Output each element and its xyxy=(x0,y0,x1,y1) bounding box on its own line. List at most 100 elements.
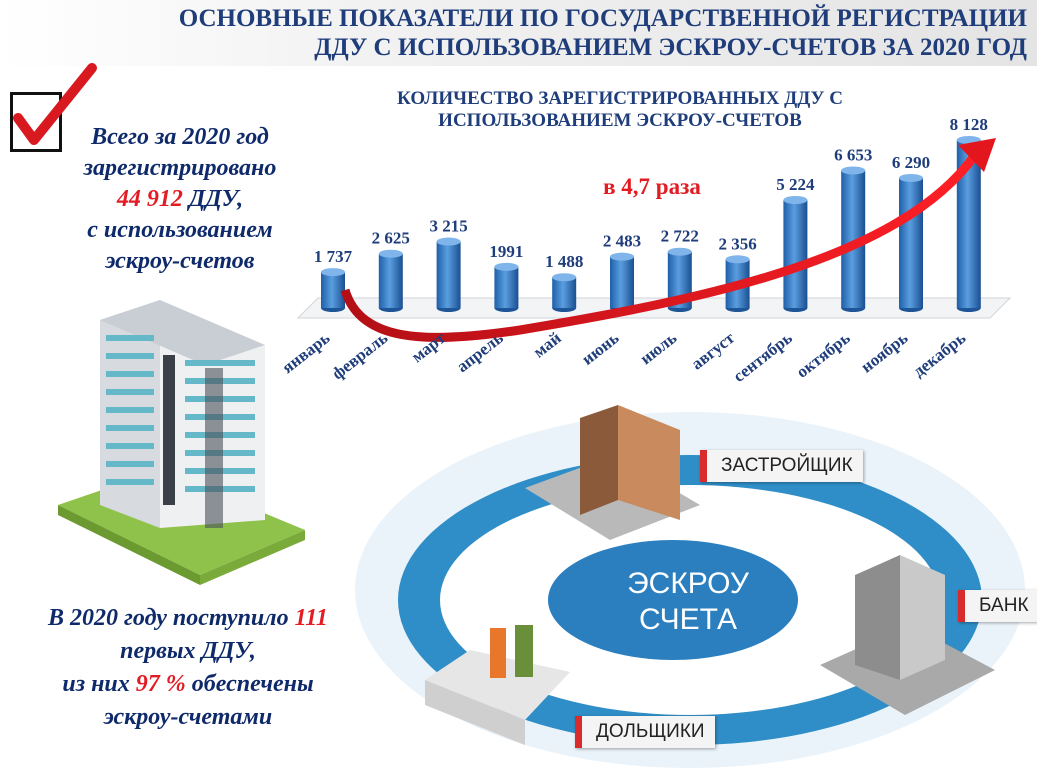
bar-top xyxy=(610,252,634,261)
total-count: 44 912 xyxy=(116,186,183,212)
first-ddu-summary: В 2020 году поступило 111 первых ДДУ, из… xyxy=(8,602,368,734)
value-label-1: 1 737 xyxy=(314,247,353,266)
bar-7 xyxy=(667,247,692,312)
bar-bottom xyxy=(321,304,345,312)
bar-bottom xyxy=(899,304,923,312)
bar-bottom xyxy=(956,304,981,312)
bar-bottom xyxy=(436,304,461,312)
bar-body xyxy=(321,272,345,308)
bar-5 xyxy=(552,273,577,312)
bar-bottom xyxy=(610,304,634,312)
category-label-12: декабрь xyxy=(909,328,969,381)
bar-bottom xyxy=(552,304,577,312)
bar-body xyxy=(610,256,634,308)
bar-top xyxy=(436,237,461,246)
bar-top xyxy=(321,268,345,277)
bar-2 xyxy=(378,249,403,312)
total-line5: эскроу-счетов xyxy=(105,248,255,274)
first-ddu-part5: эскроу-счетами xyxy=(103,704,273,730)
value-label-7: 2 722 xyxy=(661,227,699,246)
person-man xyxy=(515,625,533,677)
value-label-11: 6 290 xyxy=(892,153,930,172)
category-label-2: февраль xyxy=(328,328,391,383)
category-label-1: январь xyxy=(278,328,333,377)
category-label-8: август xyxy=(688,328,739,374)
sofa-front xyxy=(425,680,525,745)
bar-body xyxy=(899,177,923,308)
bar-top xyxy=(899,173,923,182)
value-label-3: 3 215 xyxy=(429,217,467,236)
title-band xyxy=(0,0,1037,66)
first-ddu-part2: первых ДДУ, xyxy=(120,638,256,664)
bar-top xyxy=(494,262,519,271)
bar-top xyxy=(783,195,808,204)
total-summary: Всего за 2020 год зарегистрировано 44 91… xyxy=(55,122,305,277)
bar-body xyxy=(552,277,577,308)
bar-bottom xyxy=(841,304,866,312)
chart-title: КОЛИЧЕСТВО ЗАРЕГИСТРИРОВАННЫХ ДДУ С ИСПО… xyxy=(340,88,900,132)
person-woman xyxy=(490,628,506,678)
category-label-10: октябрь xyxy=(793,328,854,381)
first-ddu-part1: В 2020 году поступило xyxy=(48,605,295,631)
bank-label: БАНК xyxy=(958,590,1037,622)
first-ddu-part3: из них xyxy=(62,671,136,697)
category-label-3: март xyxy=(408,328,450,366)
bar-top xyxy=(956,135,981,144)
bar-8 xyxy=(725,255,750,312)
bar-9 xyxy=(783,195,808,312)
page-title-line2: ДДУ С ИСПОЛЬЗОВАНИЕМ ЭСКРОУ-СЧЕТОВ ЗА 20… xyxy=(314,34,1027,61)
page-title: ОСНОВНЫЕ ПОКАЗАТЕЛИ ПО ГОСУДАРСТВЕННОЙ Р… xyxy=(127,4,1027,62)
bar-6 xyxy=(610,252,634,312)
category-label-9: сентябрь xyxy=(729,328,795,386)
developer-ground xyxy=(525,455,700,540)
bank-ground xyxy=(820,625,995,715)
shareholders-label: ДОЛЬЩИКИ xyxy=(575,716,715,748)
developer-building xyxy=(580,405,618,515)
bar-top xyxy=(667,247,692,256)
bar-3 xyxy=(436,237,461,312)
bar-bottom xyxy=(725,304,750,312)
escrow-center-label: ЭСКРОУ СЧЕТА xyxy=(588,566,788,638)
growth-annotation: в 4,7 раза xyxy=(603,174,701,199)
bar-bottom xyxy=(378,304,403,312)
value-label-2: 2 625 xyxy=(372,229,410,248)
total-line1: Всего за 2020 год xyxy=(91,124,269,150)
growth-arrowhead xyxy=(958,138,996,172)
first-ddu-percent: 97 % xyxy=(135,671,186,697)
bar-10 xyxy=(841,166,866,312)
bar-4 xyxy=(494,262,519,312)
bar-top xyxy=(552,273,577,282)
bar-top xyxy=(725,255,750,264)
bar-body xyxy=(841,170,866,308)
value-label-6: 2 483 xyxy=(603,232,641,251)
bar-body xyxy=(783,199,808,308)
bar-bottom xyxy=(494,304,519,312)
developer-label: ЗАСТРОЙЩИК xyxy=(700,450,863,482)
category-label-5: май xyxy=(530,328,565,361)
bar-1 xyxy=(321,268,345,312)
bar-body xyxy=(956,139,981,308)
bar-body xyxy=(494,266,519,308)
value-label-5: 1 488 xyxy=(545,252,583,271)
first-ddu-count: 111 xyxy=(294,605,328,631)
bar-bottom xyxy=(667,304,692,312)
bank-building-side xyxy=(900,555,945,680)
bar-top xyxy=(378,249,403,258)
first-ddu-part4: обеспечены xyxy=(185,671,314,697)
escrow-center-line1: ЭСКРОУ xyxy=(627,567,749,600)
category-label-7: июль xyxy=(636,328,680,368)
value-label-8: 2 356 xyxy=(718,234,756,253)
bar-body xyxy=(378,253,403,308)
bar-body xyxy=(725,259,750,308)
bar-body xyxy=(436,241,461,308)
growth-arrow xyxy=(340,152,979,342)
escrow-center-line2: СЧЕТА xyxy=(638,603,737,636)
chart-floor xyxy=(296,297,1012,319)
sofa xyxy=(425,650,570,720)
chart-title-line2: ИСПОЛЬЗОВАНИЕМ ЭСКРОУ-СЧЕТОВ xyxy=(438,110,802,131)
bar-11 xyxy=(899,173,923,312)
bar-top xyxy=(841,166,866,175)
value-label-9: 5 224 xyxy=(776,175,815,194)
category-label-4: апрель xyxy=(453,328,507,376)
category-label-6: июнь xyxy=(578,328,622,369)
